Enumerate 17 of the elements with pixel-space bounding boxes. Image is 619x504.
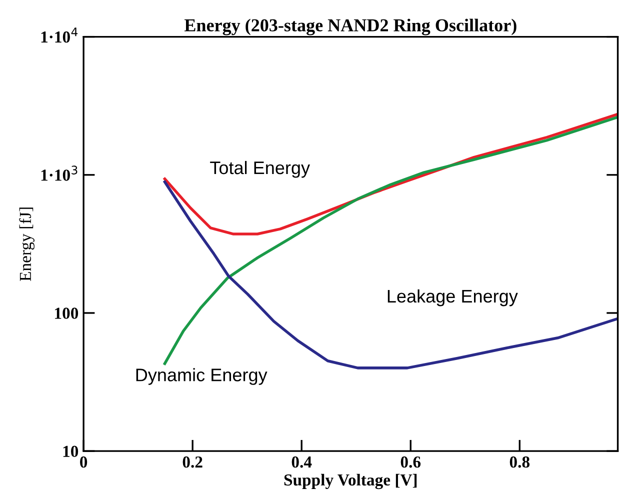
x-tick-label: 0.6 <box>400 456 421 468</box>
x-tick-label: 0.4 <box>292 456 312 468</box>
y-tick-label: 100 <box>55 308 78 319</box>
line-series <box>163 116 618 365</box>
x-axis-title: Supply Voltage [V] <box>284 474 417 490</box>
chart-title: Energy (203-stage NAND2 Ring Oscillator) <box>184 18 516 36</box>
series-label: Total Energy <box>210 160 310 178</box>
text: Leakage Energy <box>388 289 518 306</box>
line-series <box>163 180 618 370</box>
x-tick-label: 0 <box>80 456 88 468</box>
y-axis-title: Energy [fJ] <box>19 208 34 282</box>
y-tick-label: 10 <box>63 446 78 458</box>
x-tick-label: 0.8 <box>510 456 530 468</box>
x-tick-label: 0.2 <box>182 456 202 468</box>
y-tick-label: 1·10$^{4}$ <box>41 28 78 43</box>
y-tick-label: 1·10$^{3}$ <box>41 166 78 181</box>
series-label: Dynamic Energy <box>136 368 268 385</box>
